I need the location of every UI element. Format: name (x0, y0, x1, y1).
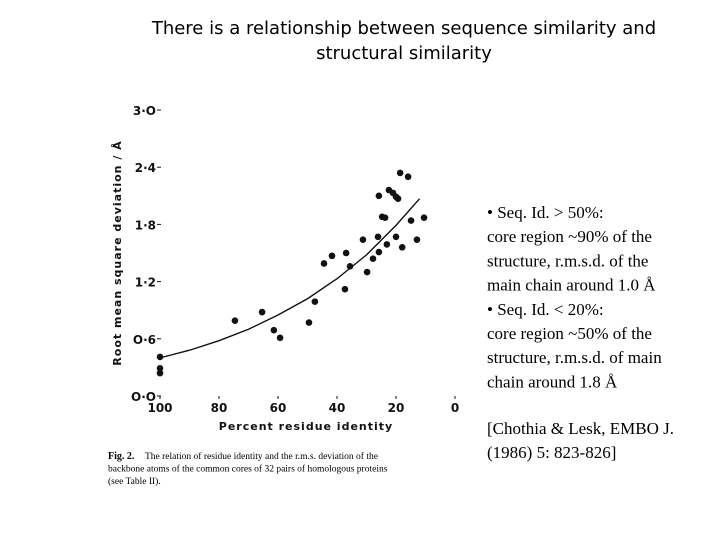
caption-text: backbone atoms of the common cores of 32… (108, 464, 388, 475)
data-point (341, 285, 349, 293)
data-point (231, 317, 239, 324)
data-point (375, 192, 383, 200)
data-point (413, 236, 421, 243)
x-axis-label: Percent residue identity (219, 420, 393, 433)
reference: [Chothia & Lesk, EMBO J. (487, 419, 674, 438)
data-point (320, 260, 328, 267)
x-tick-label: 60 (270, 401, 287, 415)
x-tick-label: 0 (451, 401, 459, 415)
data-point (328, 252, 336, 260)
y-tick-label: 1·2 (135, 276, 156, 290)
y-tick-label: O·O (131, 390, 156, 404)
bullet-text: core region ~50% of the (487, 324, 652, 343)
caption-label: Fig. 2. (108, 451, 135, 462)
data-point (369, 255, 377, 263)
data-point (342, 249, 350, 257)
x-tick-label: 80 (211, 401, 228, 415)
data-point (398, 243, 406, 251)
bullet-text: main chain around 1.0 Å (487, 276, 656, 295)
data-point (276, 334, 284, 342)
bullet-text: core region ~90% of the (487, 227, 652, 246)
slide-title: structural similarity (316, 43, 492, 64)
slide-title: There is a relationship between sequence… (151, 18, 656, 39)
data-point (374, 233, 382, 241)
data-point (420, 214, 428, 222)
bullet-text: chain around 1.8 Å (487, 372, 618, 391)
data-point (156, 369, 164, 377)
data-point (407, 217, 415, 224)
data-point (394, 195, 402, 202)
data-point (156, 365, 164, 372)
data-point (270, 326, 278, 334)
data-point (359, 236, 367, 243)
y-tick-label: 1·8 (135, 218, 156, 232)
data-point (396, 169, 404, 177)
data-point (381, 214, 389, 222)
fit-curve (159, 198, 421, 359)
data-point (375, 248, 383, 256)
data-point (311, 298, 319, 305)
data-point (383, 241, 391, 248)
data-point (305, 319, 313, 326)
data-point (346, 263, 354, 270)
bullet-text: • Seq. Id. < 20%: (487, 300, 604, 319)
y-axis-label: Root mean square deviation / Å (111, 140, 124, 365)
data-point (156, 353, 164, 361)
caption-text: (see Table II). (108, 476, 161, 487)
data-point (258, 308, 266, 316)
y-tick-label: O·6 (133, 333, 156, 347)
y-tick-label: 3·O (133, 104, 156, 118)
bullet-text: structure, r.m.s.d. of the (487, 251, 648, 270)
bullet-text: • Seq. Id. > 50%: (487, 203, 604, 222)
x-tick-label: 100 (147, 401, 172, 415)
x-tick-label: 20 (388, 401, 405, 415)
caption-text: The relation of residue identity and the… (145, 451, 378, 462)
bullet-text: structure, r.m.s.d. of main (487, 348, 662, 367)
y-tick-label: 2·4 (135, 161, 156, 175)
reference: (1986) 5: 823-826] (487, 443, 616, 462)
data-point (363, 268, 371, 276)
x-tick-label: 40 (329, 401, 346, 415)
data-point (392, 233, 400, 241)
data-point (404, 173, 412, 181)
